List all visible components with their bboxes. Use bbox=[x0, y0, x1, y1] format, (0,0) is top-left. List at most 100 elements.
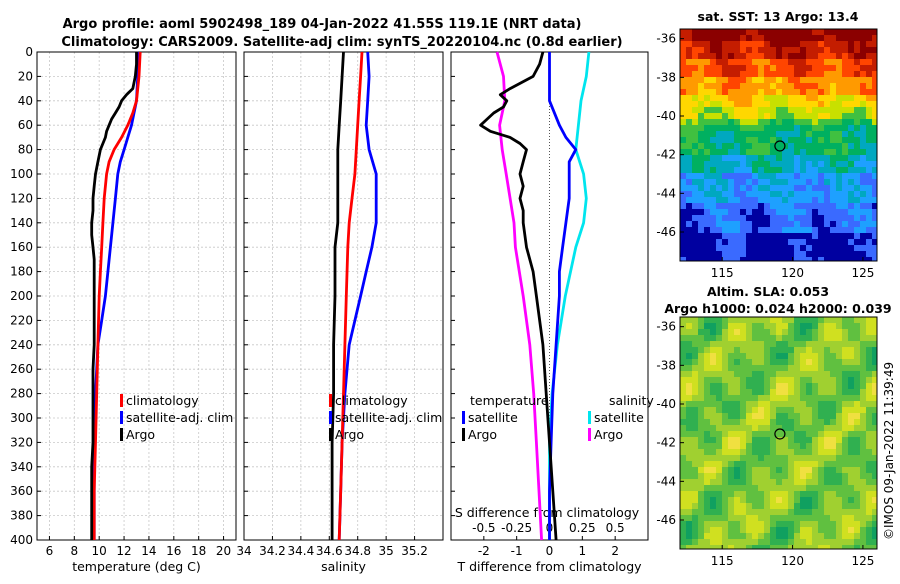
map-pixel bbox=[800, 59, 806, 65]
map-pixel bbox=[788, 257, 794, 261]
map-pixel bbox=[866, 377, 872, 383]
map-pixel bbox=[872, 107, 877, 113]
map-pixel bbox=[758, 335, 764, 341]
map-pixel bbox=[860, 149, 866, 155]
map-pixel bbox=[866, 59, 872, 65]
map-pixel bbox=[776, 89, 782, 95]
map-pixel bbox=[758, 521, 764, 527]
map-pixel bbox=[866, 437, 872, 443]
map-pixel bbox=[794, 113, 800, 119]
map-pixel bbox=[818, 155, 824, 161]
map-pixel bbox=[866, 83, 872, 89]
sst-pixels bbox=[680, 29, 877, 261]
salinity-argo-line bbox=[495, 51, 543, 541]
map-pixel bbox=[740, 29, 746, 35]
map-pixel bbox=[764, 383, 770, 389]
map-pixel bbox=[680, 149, 686, 155]
map-pixel bbox=[692, 329, 698, 335]
map-pixel bbox=[842, 227, 848, 233]
map-pixel bbox=[758, 401, 764, 407]
map-pixel bbox=[824, 221, 830, 227]
map-pixel bbox=[728, 485, 734, 491]
map-pixel bbox=[866, 497, 872, 503]
map-pixel bbox=[818, 317, 824, 323]
map-pixel bbox=[788, 347, 794, 353]
map-pixel bbox=[794, 527, 800, 533]
map-pixel bbox=[704, 533, 710, 539]
map-pixel bbox=[782, 131, 788, 137]
map-pixel bbox=[818, 533, 824, 539]
map-pixel bbox=[764, 317, 770, 323]
map-pixel bbox=[710, 65, 716, 71]
map-pixel bbox=[860, 407, 866, 413]
map-pixel bbox=[680, 77, 686, 83]
map-pixel bbox=[686, 335, 692, 341]
map-pixel bbox=[788, 365, 794, 371]
map-pixel bbox=[794, 185, 800, 191]
map-pixel bbox=[854, 47, 860, 53]
map-pixel bbox=[866, 215, 872, 221]
map-pixel bbox=[764, 539, 770, 545]
map-pixel bbox=[770, 257, 776, 261]
map-pixel bbox=[698, 335, 704, 341]
map-pixel bbox=[758, 29, 764, 35]
map-pixel bbox=[740, 545, 746, 549]
map-pixel bbox=[752, 503, 758, 509]
map-pixel bbox=[758, 491, 764, 497]
x-tick-label: 8 bbox=[70, 544, 78, 558]
map-pixel bbox=[860, 239, 866, 245]
map-pixel bbox=[812, 443, 818, 449]
map-pixel bbox=[746, 251, 752, 257]
map-pixel bbox=[764, 131, 770, 137]
map-pixel bbox=[746, 329, 752, 335]
map-pixel bbox=[854, 59, 860, 65]
map-pixel bbox=[824, 191, 830, 197]
map-pixel bbox=[698, 533, 704, 539]
legend-label: Argo bbox=[126, 427, 155, 442]
map-pixel bbox=[848, 479, 854, 485]
map-pixel bbox=[836, 197, 842, 203]
map-pixel bbox=[728, 473, 734, 479]
map-pixel bbox=[698, 401, 704, 407]
map-pixel bbox=[842, 161, 848, 167]
map-pixel bbox=[758, 83, 764, 89]
map-pixel bbox=[854, 137, 860, 143]
map-pixel bbox=[752, 77, 758, 83]
map-pixel bbox=[716, 155, 722, 161]
map-pixel bbox=[830, 425, 836, 431]
map-pixel bbox=[740, 35, 746, 41]
map-pixel bbox=[728, 161, 734, 167]
map-pixel bbox=[686, 455, 692, 461]
map-pixel bbox=[770, 455, 776, 461]
map-pixel bbox=[860, 473, 866, 479]
map-pixel bbox=[812, 89, 818, 95]
map-pixel bbox=[776, 221, 782, 227]
map-pixel bbox=[716, 449, 722, 455]
map-pixel bbox=[752, 227, 758, 233]
map-pixel bbox=[782, 215, 788, 221]
map-pixel bbox=[686, 419, 692, 425]
map-pixel bbox=[848, 149, 854, 155]
map-pixel bbox=[824, 107, 830, 113]
map-pixel bbox=[842, 209, 848, 215]
map-pixel bbox=[872, 119, 877, 125]
map-pixel bbox=[764, 449, 770, 455]
map-pixel bbox=[746, 341, 752, 347]
map-pixel bbox=[710, 509, 716, 515]
map-pixel bbox=[782, 395, 788, 401]
map-pixel bbox=[860, 197, 866, 203]
map-pixel bbox=[788, 317, 794, 323]
map-pixel bbox=[818, 365, 824, 371]
timestamp: ©IMOS 09-Jan-2022 11:39:49 bbox=[882, 362, 896, 540]
map-pixel bbox=[872, 485, 877, 491]
map-pixel bbox=[722, 83, 728, 89]
legend-swatch bbox=[329, 428, 332, 441]
map-pixel bbox=[752, 347, 758, 353]
map-pixel bbox=[854, 353, 860, 359]
map-pixel bbox=[842, 467, 848, 473]
map-pixel bbox=[710, 107, 716, 113]
map-pixel bbox=[728, 203, 734, 209]
map-pixel bbox=[758, 317, 764, 323]
map-pixel bbox=[710, 317, 716, 323]
map-pixel bbox=[824, 527, 830, 533]
